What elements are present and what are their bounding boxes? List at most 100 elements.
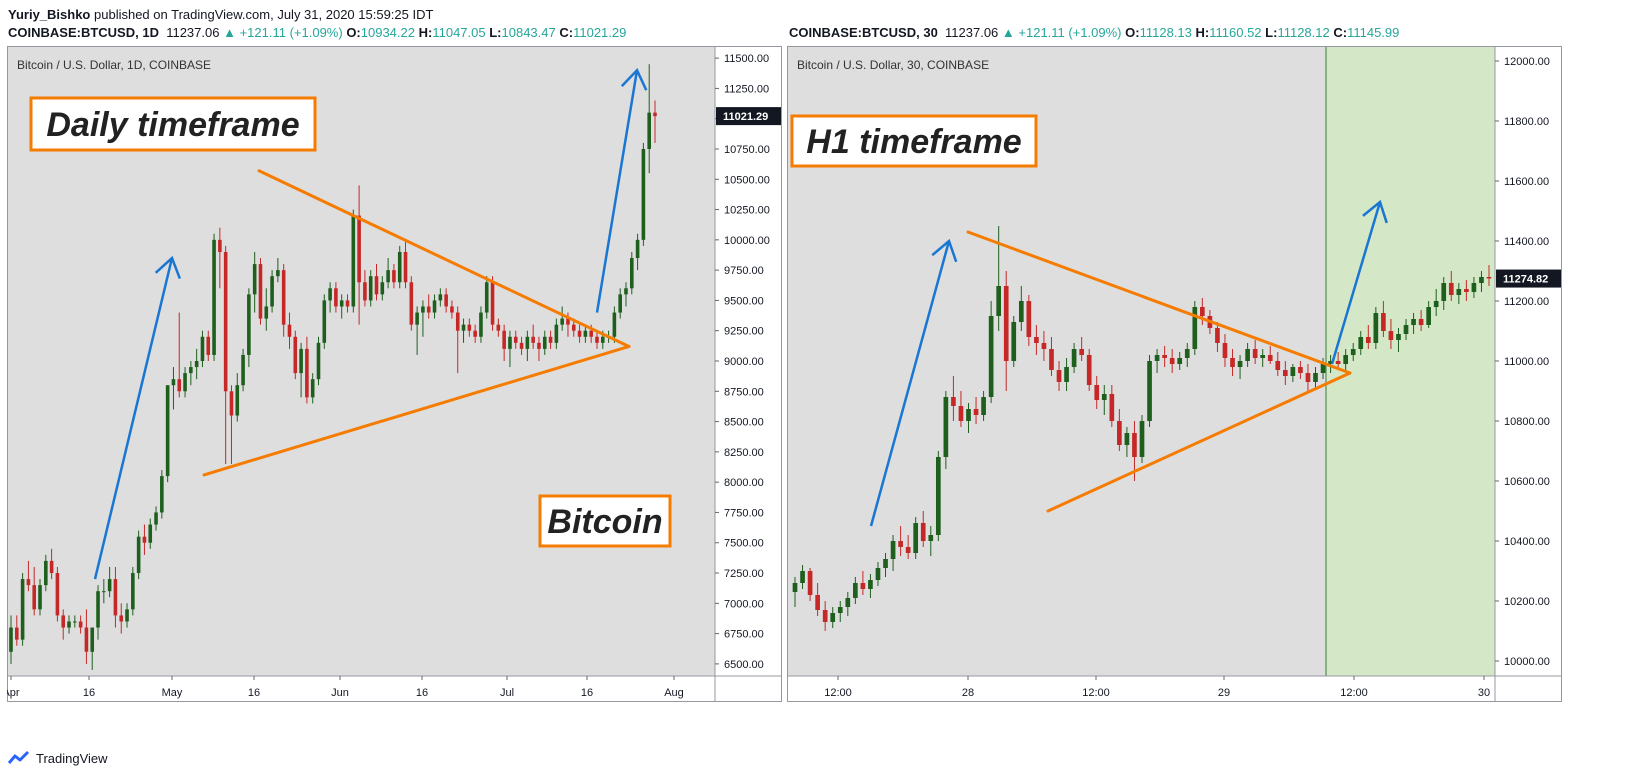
left-h-label: H: bbox=[418, 25, 433, 40]
left-open: 10934.22 bbox=[360, 25, 415, 40]
candle-body bbox=[496, 324, 501, 331]
price-tick-label: 7250.00 bbox=[724, 568, 764, 580]
time-tick-label: 12:00 bbox=[824, 687, 852, 699]
candle-body bbox=[49, 560, 54, 574]
candle-body bbox=[119, 615, 124, 622]
tradingview-watermark[interactable]: TradingView bbox=[8, 750, 108, 766]
candle-body bbox=[531, 336, 535, 343]
candle-body bbox=[1267, 355, 1273, 361]
candle-body bbox=[357, 215, 361, 283]
daily-chart-panel[interactable]: Bitcoin / U.S. Dollar, 1D, COINBASE 11500… bbox=[7, 46, 782, 734]
candle-body bbox=[1237, 361, 1243, 367]
candle-body bbox=[1154, 355, 1160, 361]
left-quote-line: COINBASE:BTCUSD, 1D 11237.06 ▲ +121.11 (… bbox=[8, 25, 626, 41]
candle-body bbox=[218, 239, 222, 252]
candle-body bbox=[1222, 343, 1228, 358]
price-tick-label: 7750.00 bbox=[724, 507, 764, 519]
time-tick-label: 16 bbox=[248, 687, 260, 699]
candle-body bbox=[316, 342, 321, 380]
candle-body bbox=[206, 336, 211, 355]
candle-body bbox=[328, 288, 332, 301]
price-tick-label: 11800.00 bbox=[1504, 116, 1549, 128]
time-tick-label: 30 bbox=[1478, 687, 1490, 699]
candle-body bbox=[339, 300, 344, 307]
candle-body bbox=[432, 300, 437, 313]
candle-body bbox=[981, 397, 986, 415]
candle-body bbox=[270, 276, 274, 307]
candle-body bbox=[635, 239, 640, 259]
candle-body bbox=[1026, 301, 1032, 337]
triangle-trendline bbox=[202, 344, 631, 477]
right-change: ▲ +121.11 (+1.09%) bbox=[1001, 25, 1122, 40]
annotation-text: Bitcoin bbox=[547, 503, 662, 541]
left-close: 11021.29 bbox=[573, 25, 627, 40]
price-tick-label: 9500.00 bbox=[724, 295, 764, 307]
price-tick-label: 10200.00 bbox=[1504, 596, 1550, 608]
candle-body bbox=[276, 270, 280, 277]
candle-body bbox=[577, 330, 582, 337]
candle-body bbox=[595, 336, 599, 343]
price-tick-label: 12000.00 bbox=[1504, 56, 1550, 68]
candle-body bbox=[142, 536, 147, 543]
candle-body bbox=[913, 523, 919, 553]
hourly-chart-svg[interactable]: Bitcoin / U.S. Dollar, 30, COINBASE 12000… bbox=[787, 46, 1562, 734]
right-low: 11128.12 bbox=[1277, 25, 1330, 40]
candle-body bbox=[566, 318, 570, 325]
candle-body bbox=[822, 610, 828, 622]
candle-body bbox=[966, 409, 971, 421]
candle-body bbox=[148, 524, 153, 543]
candle-body bbox=[629, 258, 634, 289]
candle-body bbox=[1298, 367, 1303, 373]
price-tick-label: 10500.00 bbox=[724, 174, 770, 186]
right-high: 11160.52 bbox=[1209, 25, 1262, 40]
candle-body bbox=[44, 560, 48, 586]
candle-body bbox=[502, 330, 506, 349]
trend-arrow-head bbox=[620, 68, 648, 91]
candle-body bbox=[310, 379, 315, 398]
price-tick-label: 11400.00 bbox=[1504, 236, 1549, 248]
panel-border bbox=[787, 46, 1562, 702]
candle-body bbox=[860, 583, 866, 589]
candle-body bbox=[444, 294, 448, 307]
daily-chart-svg[interactable]: Bitcoin / U.S. Dollar, 1D, COINBASE 11500… bbox=[7, 46, 782, 734]
candle-body bbox=[212, 239, 216, 355]
candle-body bbox=[160, 476, 164, 513]
candle-body bbox=[951, 397, 956, 406]
candle-body bbox=[1411, 319, 1416, 325]
candle-body bbox=[229, 391, 234, 416]
trend-arrow-shaft bbox=[869, 240, 951, 527]
candle-body bbox=[1184, 349, 1190, 358]
price-tick-label: 7500.00 bbox=[724, 538, 764, 550]
candle-body bbox=[935, 457, 941, 535]
candle-body bbox=[1448, 283, 1454, 295]
candle-body bbox=[415, 312, 419, 325]
time-tick-label: 16 bbox=[416, 687, 428, 699]
price-tick-label: 10250.00 bbox=[724, 205, 770, 217]
time-tick-label: 16 bbox=[581, 687, 593, 699]
right-quote-line: COINBASE:BTCUSD, 30 11237.06 ▲ +121.11 (… bbox=[789, 25, 1399, 41]
candle-body bbox=[815, 595, 820, 610]
candle-body bbox=[363, 282, 367, 301]
candle-body bbox=[421, 306, 425, 313]
right-c-label: C: bbox=[1333, 25, 1348, 40]
left-high: 11047.05 bbox=[432, 25, 486, 40]
price-tick-label: 8250.00 bbox=[724, 447, 764, 459]
price-tick-label: 11500.00 bbox=[724, 53, 769, 65]
candle-body bbox=[988, 316, 994, 397]
hourly-chart-panel[interactable]: Bitcoin / U.S. Dollar, 30, COINBASE 12000… bbox=[787, 46, 1562, 734]
candle-body bbox=[1433, 301, 1439, 307]
candle-body bbox=[189, 367, 193, 374]
candle-body bbox=[513, 336, 518, 343]
triangle-trendline bbox=[1046, 371, 1352, 513]
right-o-label: O: bbox=[1125, 25, 1140, 40]
tradingview-logo-icon bbox=[8, 750, 30, 764]
candle-body bbox=[55, 573, 60, 616]
candle-body bbox=[537, 342, 541, 349]
candle-body bbox=[624, 288, 628, 295]
candle-body bbox=[1365, 337, 1371, 343]
candle-body bbox=[1260, 355, 1266, 358]
candle-body bbox=[1350, 349, 1356, 355]
candle-body bbox=[386, 270, 390, 283]
candle-body bbox=[905, 547, 911, 553]
author-name[interactable]: Yuriy_Bishko bbox=[8, 7, 91, 22]
